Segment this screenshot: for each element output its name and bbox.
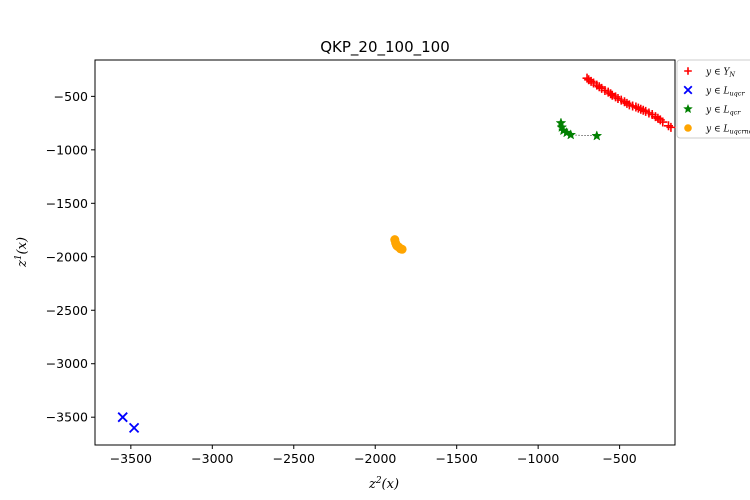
x-axis-label-arg: (x) [382,477,399,492]
legend-entry: y ∈ Luqcr [705,87,745,98]
series-2 [555,117,603,141]
legend-marker [683,103,693,114]
svg-text:z1(x): z1(x) [14,237,30,268]
data-point [117,412,128,423]
x-axis-label-base: z [368,477,376,492]
axes-frame [94,59,676,446]
legend-marker [684,67,692,75]
series-3 [390,235,407,254]
x-tick-label: −500 [602,451,636,466]
y-tick-label: −1000 [46,142,88,157]
y-axis-label-arg: (x) [15,237,30,254]
x-tick-label: −3500 [110,451,152,466]
x-tick-label: −2500 [273,451,315,466]
x-tick-label: −1000 [517,451,559,466]
data-point [565,129,577,140]
y-tick-label: −1500 [46,196,88,211]
y-tick-label: −3000 [46,356,88,371]
y-axis-label-base: z [15,260,30,268]
y-tick-label: −3500 [46,410,88,425]
legend: y ∈ YN y ∈ Luqcr y ∈ Lqcr y ∈ Luqcrnc [676,59,750,139]
legend-box [676,59,750,139]
legend-entry: y ∈ Lqcr [705,106,741,117]
x-tick-label: −3000 [191,451,233,466]
x-tick-label: −2000 [354,451,396,466]
x-tick-label: −1500 [436,451,478,466]
data-point [658,117,668,127]
series-0 [582,73,676,132]
y-axis-label-sup: 1 [14,254,24,260]
svg-text:z2(x): z2(x) [368,476,399,492]
x-axis-label: z2(x) [368,476,399,492]
plot-area: −3500 −3000 −2500 −2000 −1500 −1000 −500 −500 −1… [46,59,676,466]
data-point [128,422,140,434]
x-axis-label-sup: 2 [375,476,382,486]
y-axis-label: z1(x) [14,237,30,268]
legend-entry: y ∈ Luqcrnc [705,125,750,136]
data-point [606,89,616,99]
y-tick-label: −2500 [46,303,88,318]
legend-marker [684,124,692,132]
y-tick-label: −2000 [46,249,88,264]
series-1 [117,412,140,434]
y-tick-label: −500 [54,89,88,104]
data-point [591,130,603,141]
data-point [666,122,676,132]
legend-entry: y ∈ YN [705,68,735,79]
legend-marker [683,85,693,95]
data-point [397,244,407,254]
chart-title: QKP_20_100_100 [320,38,450,57]
